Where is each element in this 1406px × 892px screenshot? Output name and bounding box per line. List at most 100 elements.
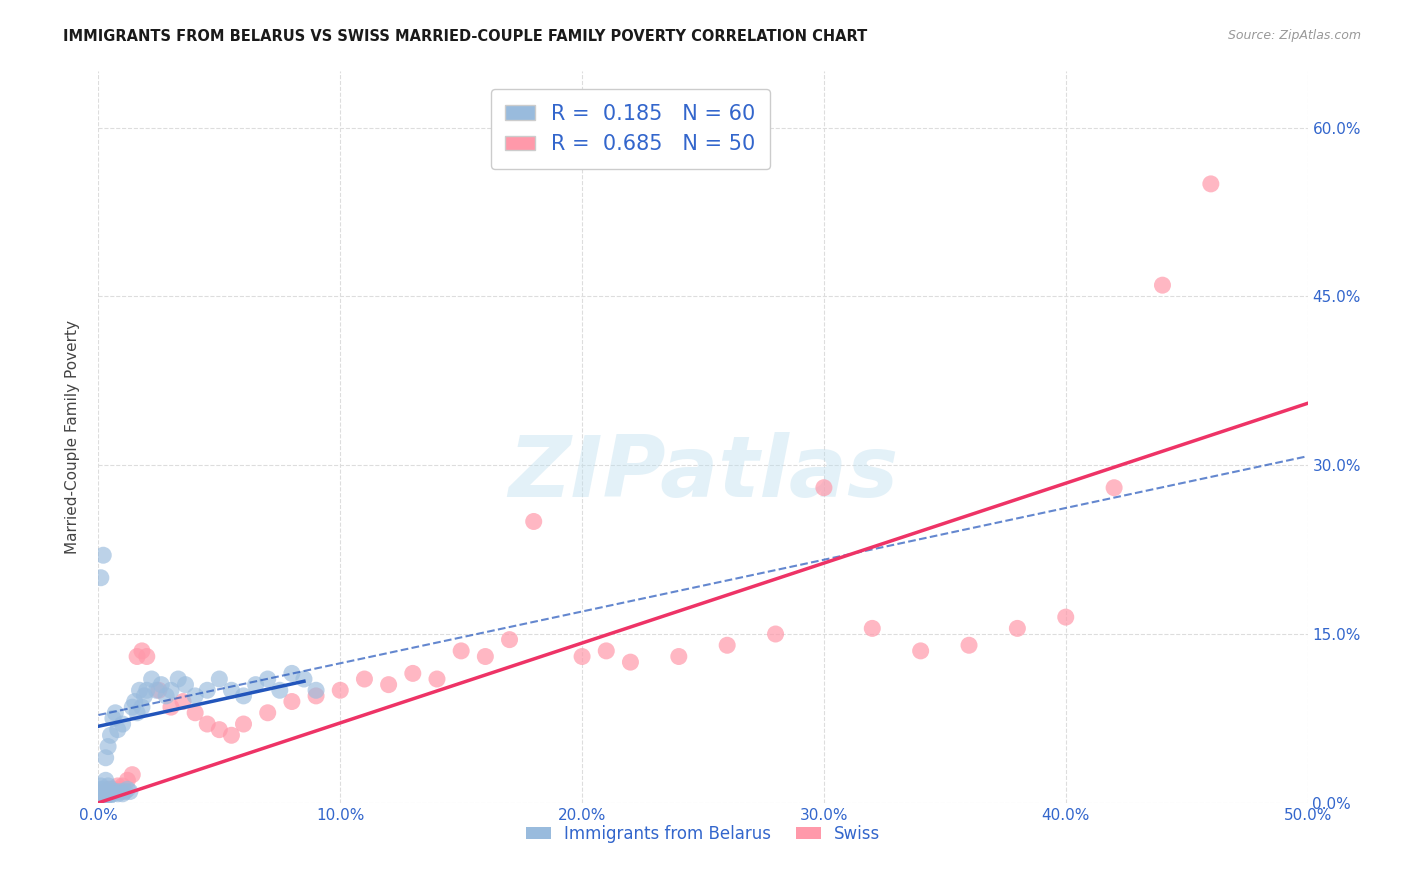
Point [167, 672, 190, 686]
Point [595, 644, 617, 658]
Point [108, 782, 131, 797]
Point [90, 571, 112, 585]
Point [90, 779, 112, 793]
Point [208, 723, 231, 737]
Point [97, 779, 120, 793]
Point [619, 655, 641, 669]
Point [571, 649, 593, 664]
Point [221, 728, 243, 742]
Point [104, 784, 127, 798]
Point [910, 644, 932, 658]
Point [94, 784, 117, 798]
Point [174, 678, 197, 692]
Point [91, 787, 114, 801]
Point [353, 672, 375, 686]
Point [100, 782, 122, 797]
Point [121, 767, 143, 781]
Point [134, 689, 156, 703]
Point [195, 683, 218, 698]
Point [281, 666, 304, 681]
Point [245, 678, 267, 692]
Point [91, 784, 114, 798]
Point [101, 782, 124, 797]
Point [145, 683, 167, 698]
Point [121, 700, 143, 714]
Point [117, 782, 139, 797]
Point [305, 689, 328, 703]
Point [160, 683, 183, 698]
Point [292, 672, 315, 686]
Point [1102, 481, 1125, 495]
Point [256, 706, 278, 720]
Point [474, 649, 496, 664]
Point [232, 717, 254, 731]
Point [118, 784, 141, 798]
Point [221, 683, 243, 698]
Point [377, 678, 399, 692]
Point [135, 683, 157, 698]
Text: IMMIGRANTS FROM BELARUS VS SWISS MARRIED-COUPLE FAMILY POVERTY CORRELATION CHART: IMMIGRANTS FROM BELARUS VS SWISS MARRIED… [63, 29, 868, 44]
Point [765, 627, 787, 641]
Point [450, 644, 472, 658]
Point [232, 689, 254, 703]
Point [97, 790, 120, 805]
Point [114, 784, 136, 798]
Point [101, 787, 124, 801]
Point [111, 787, 134, 801]
Point [91, 790, 114, 805]
Point [957, 638, 980, 652]
Point [107, 779, 129, 793]
Point [150, 678, 173, 692]
Point [107, 787, 129, 801]
Point [94, 787, 117, 801]
Point [860, 621, 883, 635]
Point [148, 683, 170, 698]
Point [305, 683, 328, 698]
Point [426, 672, 449, 686]
Point [131, 644, 153, 658]
Point [155, 689, 177, 703]
Point [117, 773, 139, 788]
Point [91, 548, 114, 562]
Point [813, 481, 835, 495]
Point [94, 790, 117, 805]
Point [104, 706, 127, 720]
Point [523, 515, 546, 529]
Point [269, 683, 291, 698]
Point [668, 649, 690, 664]
Point [111, 717, 134, 731]
Point [90, 790, 112, 805]
Text: Source: ZipAtlas.com: Source: ZipAtlas.com [1227, 29, 1361, 42]
Point [208, 672, 231, 686]
Point [97, 784, 120, 798]
Point [101, 711, 124, 725]
Point [100, 728, 122, 742]
Point [91, 782, 114, 797]
Point [107, 723, 129, 737]
Point [90, 782, 112, 797]
Point [90, 787, 112, 801]
Point [184, 706, 207, 720]
Point [281, 694, 304, 708]
Y-axis label: Married-Couple Family Poverty: Married-Couple Family Poverty [65, 320, 80, 554]
Point [716, 638, 738, 652]
Point [108, 784, 131, 798]
Point [90, 787, 112, 801]
Point [1199, 177, 1222, 191]
Point [97, 782, 120, 797]
Point [100, 784, 122, 798]
Legend: Immigrants from Belarus, Swiss: Immigrants from Belarus, Swiss [519, 818, 887, 849]
Point [1054, 610, 1077, 624]
Point [195, 717, 218, 731]
Point [402, 666, 425, 681]
Point [160, 700, 183, 714]
Point [90, 784, 112, 798]
Point [131, 700, 153, 714]
Point [94, 751, 117, 765]
Point [256, 672, 278, 686]
Point [135, 649, 157, 664]
Point [127, 649, 149, 664]
Point [104, 784, 127, 798]
Point [97, 739, 120, 754]
Point [91, 784, 114, 798]
